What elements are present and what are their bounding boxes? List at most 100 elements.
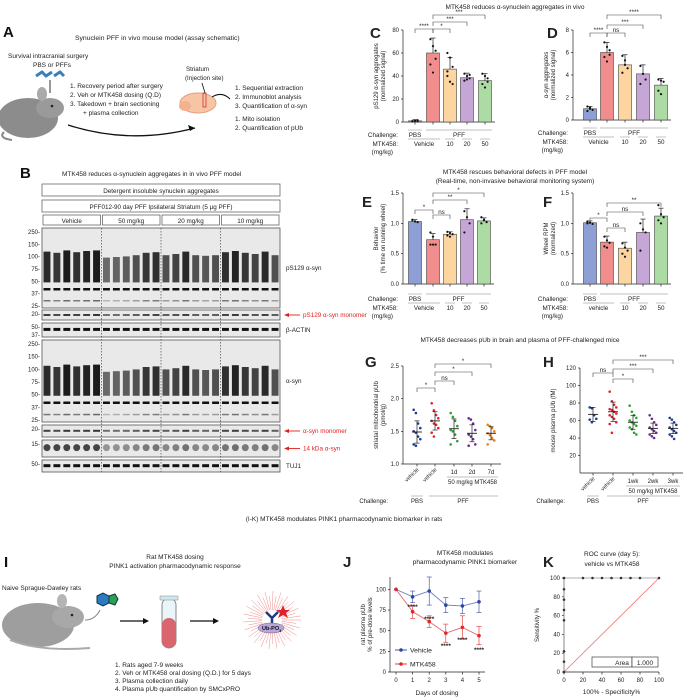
significance-bracket: *: [432, 23, 451, 33]
blood-tube-icon: [159, 595, 179, 649]
data-point: [644, 231, 647, 234]
data-point: [608, 413, 611, 417]
step-3b: + plasma collection: [83, 110, 139, 117]
x-tick-label: 4: [461, 678, 465, 684]
roc-point: [562, 619, 566, 622]
y-tick-label: 40: [392, 74, 399, 80]
data-point: [668, 433, 671, 436]
data-point: [662, 216, 665, 219]
significance-bracket: *: [434, 358, 492, 368]
data-point: [608, 241, 611, 244]
blot-group-label: 20 mg/kg: [178, 218, 204, 225]
data-point: [586, 220, 589, 223]
data-point: [477, 599, 481, 604]
x-axis-label: Days of dosing: [416, 690, 459, 697]
data-point: [621, 54, 624, 57]
significance-label: ****: [594, 27, 604, 34]
data-point: [659, 79, 663, 82]
data-point: [448, 56, 452, 59]
mw-marker: 20-: [31, 427, 40, 433]
significance-label: ***: [639, 354, 647, 361]
series-line-mtk458: [395, 589, 480, 637]
y-tick-label: 100: [550, 576, 561, 582]
significance-bracket: ****: [606, 9, 662, 19]
dose-unit: (mg/kg): [542, 147, 563, 154]
significance-bracket: ns: [606, 222, 626, 232]
data-point: [493, 439, 496, 442]
x-tick-label: 100: [654, 678, 665, 684]
reference-line: [563, 577, 660, 673]
data-point: [451, 233, 454, 236]
bar: [636, 232, 650, 285]
bar: [583, 108, 597, 121]
roc-point: [610, 576, 613, 580]
y-tick-label: 20: [392, 97, 399, 103]
y-tick-label: 60: [392, 51, 399, 57]
roc-point: [562, 608, 566, 612]
dose-unit: (mg/kg): [372, 313, 393, 320]
flow-arrow: [67, 124, 196, 137]
mw-marker: 150-: [28, 355, 40, 361]
dose-value: 10: [446, 305, 454, 312]
data-point: [411, 218, 414, 221]
arrow-icon: [284, 313, 289, 317]
analysis-1: 1. Sequential extraction: [235, 85, 303, 92]
significance-bracket: *: [434, 366, 473, 376]
panel-a-title: Synuclein PFF in vivo mouse model (assay…: [75, 35, 240, 42]
data-point: [413, 220, 417, 223]
y-axis-label: mouse plasma pUb (fM): [551, 388, 557, 452]
roc-curve: [563, 577, 659, 672]
mw-marker: 15-: [31, 442, 40, 448]
data-point: [486, 77, 489, 80]
significance-label: *: [425, 382, 428, 389]
significance-label: ns: [613, 27, 620, 34]
blot-strip-asyn_mono: [41, 424, 281, 438]
data-point: [639, 249, 642, 252]
y-tick-label: 0: [383, 670, 387, 676]
dose-value: 50: [657, 139, 665, 146]
data-point: [430, 431, 434, 434]
roc-point: [638, 576, 642, 580]
data-point: [481, 82, 484, 86]
data-point: [432, 422, 436, 425]
data-point: [410, 595, 415, 599]
data-point: [434, 57, 437, 60]
data-point: [451, 415, 455, 419]
y-tick-label: 0: [557, 670, 561, 676]
significance-label: **: [632, 197, 637, 204]
data-point: [485, 221, 488, 224]
x-category-label: vehicle: [404, 467, 420, 483]
x-tick-label: 2: [428, 678, 432, 684]
data-point: [477, 633, 481, 638]
data-point: [595, 417, 598, 421]
mw-marker: 75-: [31, 267, 40, 273]
data-point: [463, 210, 466, 213]
y-tick-label: 40: [553, 632, 560, 638]
chart-title-2: vehicle vs MTK458: [585, 561, 640, 568]
significance-bracket: *: [416, 382, 436, 392]
dose-unit: (mg/kg): [542, 313, 563, 320]
blot-label: pS129 α-syn monomer: [303, 312, 367, 319]
y-tick-label: 50: [379, 629, 386, 635]
challenge-pbs: PBS: [409, 132, 422, 139]
significance-label: ****: [419, 23, 429, 30]
data-point: [456, 439, 459, 443]
significance-label: *: [457, 187, 460, 194]
data-point: [610, 431, 614, 435]
blot-label: TUJ1: [286, 463, 302, 470]
significance-label: ***: [446, 16, 454, 23]
y-tick-label: 1.5: [391, 429, 400, 435]
data-point: [432, 435, 436, 438]
x-tick-label: 0: [394, 678, 398, 684]
data-point: [451, 430, 455, 433]
data-point: [446, 51, 449, 55]
y-tick-label: 0.5: [561, 252, 570, 258]
roc-point: [562, 587, 566, 591]
data-point: [623, 63, 627, 66]
ef-section-subtitle: (Real-time, non-invasive behavioral moni…: [436, 178, 595, 185]
mw-marker: 25-: [31, 418, 40, 424]
y-tick-label: 80: [569, 401, 576, 407]
data-point: [615, 406, 618, 409]
challenge-pff: PFF: [628, 130, 640, 137]
